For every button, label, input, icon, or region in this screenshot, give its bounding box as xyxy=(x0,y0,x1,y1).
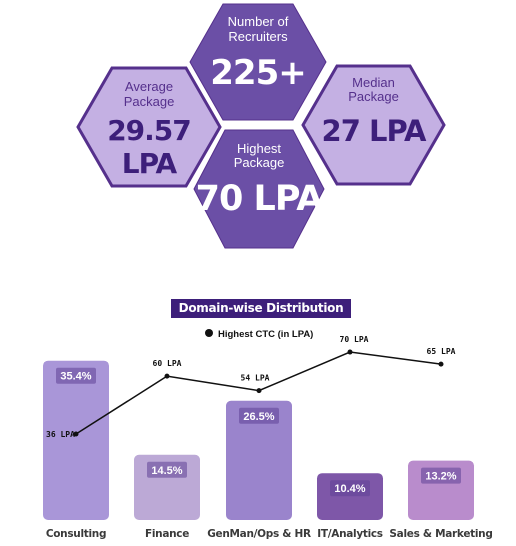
bar-value-label-5: 13.2% xyxy=(425,471,456,483)
bar-value-badge-1 xyxy=(56,367,96,384)
highest-package-hexagon: Highest Package 70 LPA xyxy=(193,129,325,249)
highest-package-value: 70 LPA xyxy=(195,179,324,219)
recruiters-label-line2: Recruiters xyxy=(228,29,288,44)
ctc-point-5 xyxy=(438,361,444,367)
category-label-2: Finance xyxy=(145,528,189,540)
legend-marker xyxy=(205,329,213,337)
median-package-label-line2: Package xyxy=(348,89,399,104)
ctc-point-label-5: 65 LPA xyxy=(427,347,456,356)
average-package-label-line2: Package xyxy=(123,94,175,109)
bar-value-badge-5 xyxy=(421,467,461,484)
bar-value-label-1: 35.4% xyxy=(60,371,91,383)
bar-value-badge-3 xyxy=(239,407,279,424)
category-label-4: IT/Analytics xyxy=(317,528,383,540)
bar-value-badge-4 xyxy=(330,480,370,497)
bar-1 xyxy=(43,360,109,520)
median-package-hexagon: Median Package 27 LPA xyxy=(301,64,446,186)
highest-package-label-line1: Highest xyxy=(236,141,282,156)
chart-title: Domain-wise Distribution xyxy=(171,299,351,318)
bar-value-label-4: 10.4% xyxy=(334,483,365,495)
recruiters-label-line1: Number of xyxy=(227,14,289,29)
ctc-point-label-4: 70 LPA xyxy=(340,335,369,344)
average-package-value: 29.57 LPA xyxy=(107,114,192,180)
stats-section: Number of Recruiters 225+ Average Packag… xyxy=(0,0,516,262)
ctc-point-label-3: 54 LPA xyxy=(241,374,270,383)
average-package-hexagon: Average Package 29.57 LPA xyxy=(76,66,222,188)
recruiters-hexagon: Number of Recruiters 225+ xyxy=(189,3,327,121)
ctc-point-1 xyxy=(73,431,79,437)
bar-value-label-2: 14.5% xyxy=(151,465,182,477)
bar-value-label-3: 26.5% xyxy=(243,411,274,423)
ctc-point-2 xyxy=(164,373,170,379)
ctc-point-label-2: 60 LPA xyxy=(153,359,182,368)
median-package-value: 27 LPA xyxy=(321,114,427,148)
bar-value-badge-2 xyxy=(147,461,187,478)
category-label-5: Sales & Marketing xyxy=(389,528,492,540)
median-package-label-line1: Median xyxy=(352,75,395,90)
ctc-point-4 xyxy=(347,349,353,355)
highest-package-label-line2: Package xyxy=(233,155,285,170)
category-label-3: GenMan/Ops & HR xyxy=(207,528,311,540)
ctc-point-label-1: 36 LPA xyxy=(46,430,75,439)
bar-3 xyxy=(226,400,292,520)
ctc-point-3 xyxy=(256,388,262,394)
recruiters-value: 225+ xyxy=(210,53,306,93)
average-package-label-line1: Average xyxy=(124,79,174,94)
legend-label: Highest CTC (in LPA) xyxy=(218,329,313,340)
category-label-1: Consulting xyxy=(46,528,106,540)
